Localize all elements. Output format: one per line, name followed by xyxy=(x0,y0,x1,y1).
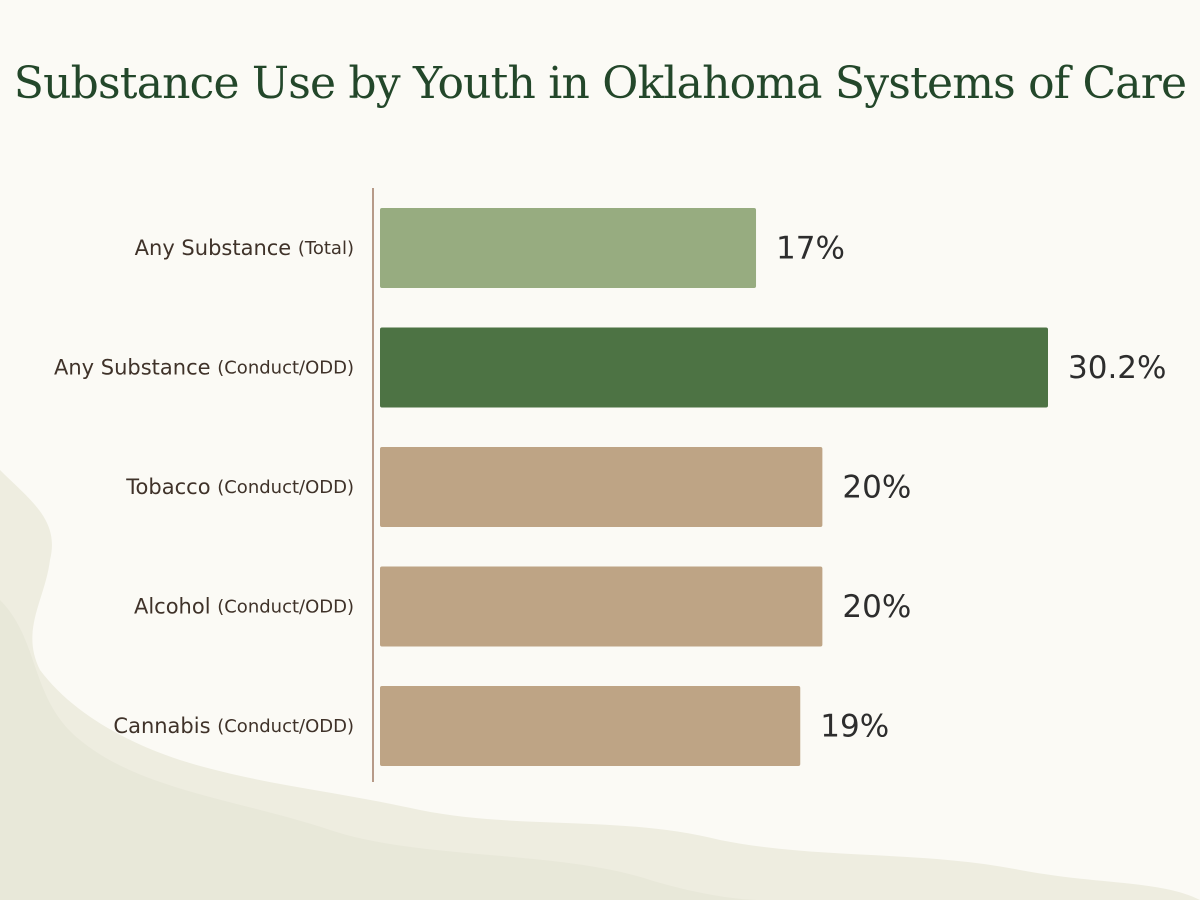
category-label-1: Any Substance (Conduct/ODD) xyxy=(54,356,354,380)
category-label-2: Tobacco (Conduct/ODD) xyxy=(125,475,354,499)
bar-0 xyxy=(380,208,757,288)
bar-2 xyxy=(380,447,823,527)
value-label-2: 20% xyxy=(842,470,911,506)
bar-3 xyxy=(380,566,823,647)
category-label-4: Cannabis (Conduct/ODD) xyxy=(113,714,354,738)
value-label-0: 17% xyxy=(776,231,845,267)
value-label-1: 30.2% xyxy=(1068,350,1166,386)
category-label-3: Alcohol (Conduct/ODD) xyxy=(134,595,354,619)
bar-1 xyxy=(380,327,1048,408)
value-label-3: 20% xyxy=(842,589,911,625)
chart-title: Substance Use by Youth in Oklahoma Syste… xyxy=(13,58,1187,109)
value-label-4: 19% xyxy=(820,709,889,745)
category-label-0: Any Substance (Total) xyxy=(135,236,354,260)
bar-4 xyxy=(380,686,801,766)
